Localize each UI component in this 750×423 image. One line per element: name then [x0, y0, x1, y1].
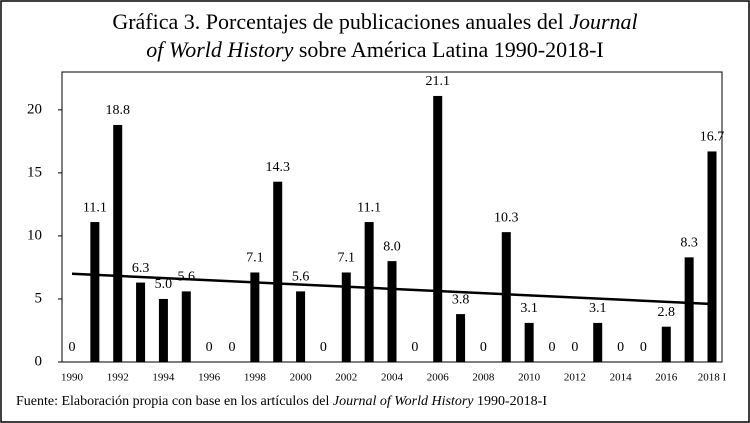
value-label: 8.0: [383, 239, 401, 254]
value-label: 0: [617, 340, 624, 355]
value-label: 3.1: [520, 301, 538, 316]
trendline: [71, 272, 713, 306]
bar: [387, 261, 397, 362]
value-label: 2.8: [658, 305, 676, 320]
x-tick-label: 2018 I: [698, 372, 727, 384]
x-tick-label: 2012: [564, 372, 586, 384]
x-tick-label: 2016: [655, 372, 678, 384]
value-label: 10.3: [494, 210, 519, 225]
y-tick-label: 0: [35, 353, 43, 369]
bar: [273, 181, 283, 362]
value-label: 7.1: [338, 251, 356, 266]
value-label: 7.1: [246, 251, 264, 266]
x-tick-label: 2000: [290, 372, 313, 384]
bar: [524, 322, 534, 362]
title-part: sobre América Latina 1990-2018-I: [293, 37, 603, 62]
y-tick-label: 20: [27, 101, 42, 117]
value-label: 0: [206, 340, 213, 355]
x-tick-label: 2004: [381, 372, 404, 384]
value-label: 3.1: [589, 301, 607, 316]
bar: [136, 282, 146, 362]
bar: [341, 272, 351, 362]
value-label: 0: [69, 340, 76, 355]
value-label: 18.8: [105, 103, 130, 118]
value-label: 11.1: [83, 200, 107, 215]
x-tick-label: 1994: [152, 372, 175, 384]
y-tick-label: 10: [27, 227, 42, 243]
y-tick-label: 5: [35, 290, 43, 306]
title-part: Gráfica 3. Porcentajes de publicaciones …: [112, 9, 569, 34]
bar: [250, 272, 260, 362]
x-tick-label: 1990: [61, 372, 84, 384]
x-tick-label: 1992: [107, 372, 129, 384]
value-label: 6.3: [132, 261, 150, 276]
value-label: 0: [640, 340, 647, 355]
bar: [593, 322, 603, 362]
value-label: 5.0: [155, 277, 173, 292]
source-part: Fuente: Elaboración propia con base en l…: [16, 394, 333, 409]
bar: [296, 291, 306, 362]
value-label: 8.3: [680, 236, 698, 251]
bar: [158, 298, 168, 362]
value-label: 0: [549, 340, 556, 355]
value-label: 16.7: [700, 130, 725, 145]
title-part: of World History: [146, 37, 293, 62]
value-label: 14.3: [265, 160, 290, 175]
bar: [456, 314, 466, 362]
value-label: 0: [571, 340, 578, 355]
x-tick-label: 2002: [335, 372, 357, 384]
value-label: 0: [411, 340, 418, 355]
chart-title: Gráfica 3. Porcentajes de publicaciones …: [112, 9, 637, 34]
y-tick-label: 15: [27, 164, 42, 180]
value-label: 0: [320, 340, 327, 355]
value-label: 11.1: [357, 200, 381, 215]
bar: [113, 124, 123, 363]
bar: [90, 222, 100, 362]
value-label: 0: [480, 340, 487, 355]
source-part: 1990-2018-I: [474, 394, 548, 409]
x-tick-label: 2010: [518, 372, 541, 384]
value-label: 0: [229, 340, 236, 355]
bar: [364, 222, 374, 362]
bar: [181, 291, 191, 362]
value-label: 3.8: [452, 292, 470, 307]
value-label: 21.1: [425, 74, 450, 89]
bar: [433, 95, 443, 363]
title-part: Journal: [569, 9, 637, 34]
source-part: Journal of World History: [333, 394, 474, 409]
value-label: 5.6: [292, 270, 310, 285]
bar: [684, 257, 694, 362]
x-tick-label: 1998: [244, 372, 267, 384]
bar: [661, 326, 671, 362]
source-note: Fuente: Elaboración propia con base en l…: [16, 394, 547, 409]
x-tick-label: 1996: [198, 372, 221, 384]
bar: [707, 151, 717, 362]
bar: [501, 232, 511, 362]
x-tick-label: 2014: [610, 372, 633, 384]
value-label: 5.6: [178, 270, 196, 285]
x-tick-label: 2008: [472, 372, 495, 384]
x-tick-label: 2006: [427, 372, 450, 384]
chart-title: of World History sobre América Latina 19…: [146, 37, 603, 62]
